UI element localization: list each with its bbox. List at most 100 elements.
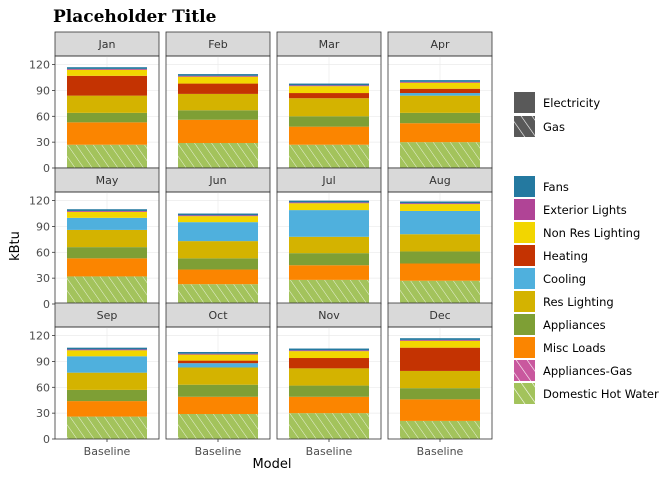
legend-label: Non Res Lighting — [543, 226, 640, 240]
bar-segment-fans — [400, 338, 480, 340]
hatch-overlay-domestic-hot-water — [67, 276, 147, 304]
bar-segment-appliances — [289, 385, 369, 397]
y-tick-label: 0 — [43, 433, 50, 446]
legend-label: Heating — [543, 249, 588, 263]
legend-key — [514, 291, 535, 312]
legend-key — [514, 199, 535, 220]
legend-label: Exterior Lights — [543, 203, 627, 217]
facet-strip — [276, 31, 382, 57]
bar-segment-heating — [289, 93, 369, 99]
bar-segment-exterior-lights — [67, 68, 147, 70]
panel-mar: Mar — [276, 31, 382, 169]
bar-segment-misc-loads — [178, 269, 258, 285]
bar-segment-appliances — [400, 251, 480, 264]
facet-label: Sep — [97, 309, 118, 322]
bar-segment-appliances — [178, 258, 258, 270]
facet-strip — [54, 167, 160, 193]
bar-segment-non-res-lighting — [289, 203, 369, 211]
bar-segment-misc-loads — [178, 396, 258, 415]
bar-segment-cooling — [67, 356, 147, 373]
y-axis-title: kBtu — [8, 231, 23, 261]
facet-label: Oct — [208, 309, 228, 322]
hatch-overlay-domestic-hot-water — [400, 280, 480, 304]
legend-label: Appliances-Gas — [543, 364, 632, 378]
bar-segment-cooling — [400, 93, 480, 96]
legend-item-heating: Heating — [514, 245, 588, 266]
bar-segment-non-res-lighting — [289, 86, 369, 94]
legend-item-res-lighting: Res Lighting — [514, 291, 614, 312]
bar-segment-res-lighting — [400, 370, 480, 389]
x-axis-title: Model — [252, 457, 291, 472]
x-tick-label: Baseline — [195, 445, 242, 458]
bar-segment-appliances — [67, 389, 147, 402]
legend-key-hatch — [514, 360, 535, 381]
bar-segment-exterior-lights — [400, 339, 480, 341]
panel-jan: Jan 0 30 60 90 120 — [29, 31, 160, 175]
bar-segment-cooling — [178, 222, 258, 242]
bar-segment-fans — [67, 209, 147, 211]
facet-label: Apr — [430, 38, 450, 51]
bar-segment-res-lighting — [67, 229, 147, 248]
bar-segment-res-lighting — [178, 241, 258, 259]
panel-may: May 0 30 60 90 120 — [29, 167, 160, 311]
bar-segment-misc-loads — [67, 401, 147, 417]
legend-key — [514, 268, 535, 289]
bar-segment-fans — [289, 348, 369, 351]
bar-segment-cooling — [67, 217, 147, 230]
bar-segment-heating — [289, 358, 369, 369]
bar-segment-cooling — [289, 210, 369, 237]
bar-segment-misc-loads — [67, 122, 147, 145]
legend-item-fans: Fans — [514, 176, 569, 197]
bar-segment-res-lighting — [289, 236, 369, 254]
hatch-overlay-domestic-hot-water — [178, 284, 258, 304]
facet-label: Jun — [208, 174, 226, 187]
bar-segment-exterior-lights — [178, 75, 258, 77]
bar-segment-non-res-lighting — [67, 211, 147, 218]
hatch-overlay-domestic-hot-water — [178, 143, 258, 168]
panel-apr: Apr — [387, 31, 493, 169]
bar-segment-non-res-lighting — [289, 351, 369, 359]
legend-key — [514, 92, 535, 113]
bar-segment-misc-loads — [400, 123, 480, 143]
hatch-overlay-domestic-hot-water — [400, 420, 480, 439]
legend-key — [514, 314, 535, 335]
bar-segment-fans — [67, 67, 147, 69]
facet-strip — [165, 31, 271, 57]
panel-aug: Aug — [387, 167, 493, 305]
y-tick-label: 90 — [36, 84, 50, 97]
hatch-overlay-domestic-hot-water — [67, 144, 147, 168]
bar-segment-misc-loads — [289, 396, 369, 414]
bar-segment-fans — [67, 347, 147, 350]
bar-segment-appliances — [289, 116, 369, 127]
legend-key — [514, 176, 535, 197]
bar-segment-misc-loads — [178, 119, 258, 144]
bar-segment-non-res-lighting — [67, 350, 147, 357]
facet-label: Nov — [318, 309, 340, 322]
legend-item-exterior-lights: Exterior Lights — [514, 199, 627, 220]
bar-segment-non-res-lighting — [178, 216, 258, 223]
y-tick-label: 120 — [29, 330, 50, 343]
y-tick-label: 30 — [36, 272, 50, 285]
bar-segment-fans — [178, 213, 258, 216]
legend-key-hatch — [514, 383, 535, 404]
y-tick-label: 60 — [36, 381, 50, 394]
legend-item-misc-loads: Misc Loads — [514, 337, 606, 358]
facet-label: Dec — [429, 309, 450, 322]
bar-segment-exterior-lights — [289, 202, 369, 204]
bar-segment-heating — [178, 83, 258, 94]
bar-segment-res-lighting — [400, 95, 480, 113]
bar-segment-misc-loads — [289, 126, 369, 145]
hatch-overlay-domestic-hot-water — [67, 416, 147, 439]
y-tick-label: 120 — [29, 195, 50, 208]
y-tick-label: 30 — [36, 407, 50, 420]
legend-label: Misc Loads — [543, 341, 606, 355]
legend-label: Cooling — [543, 272, 586, 286]
bar-segment-res-lighting — [400, 234, 480, 252]
bar-segment-misc-loads — [400, 399, 480, 421]
bar-segment-appliances — [67, 247, 147, 259]
hatch-overlay-domestic-hot-water — [289, 279, 369, 304]
legend-label: Gas — [543, 120, 565, 134]
facet-label: May — [96, 174, 119, 187]
panel-jul: Jul — [276, 167, 382, 305]
